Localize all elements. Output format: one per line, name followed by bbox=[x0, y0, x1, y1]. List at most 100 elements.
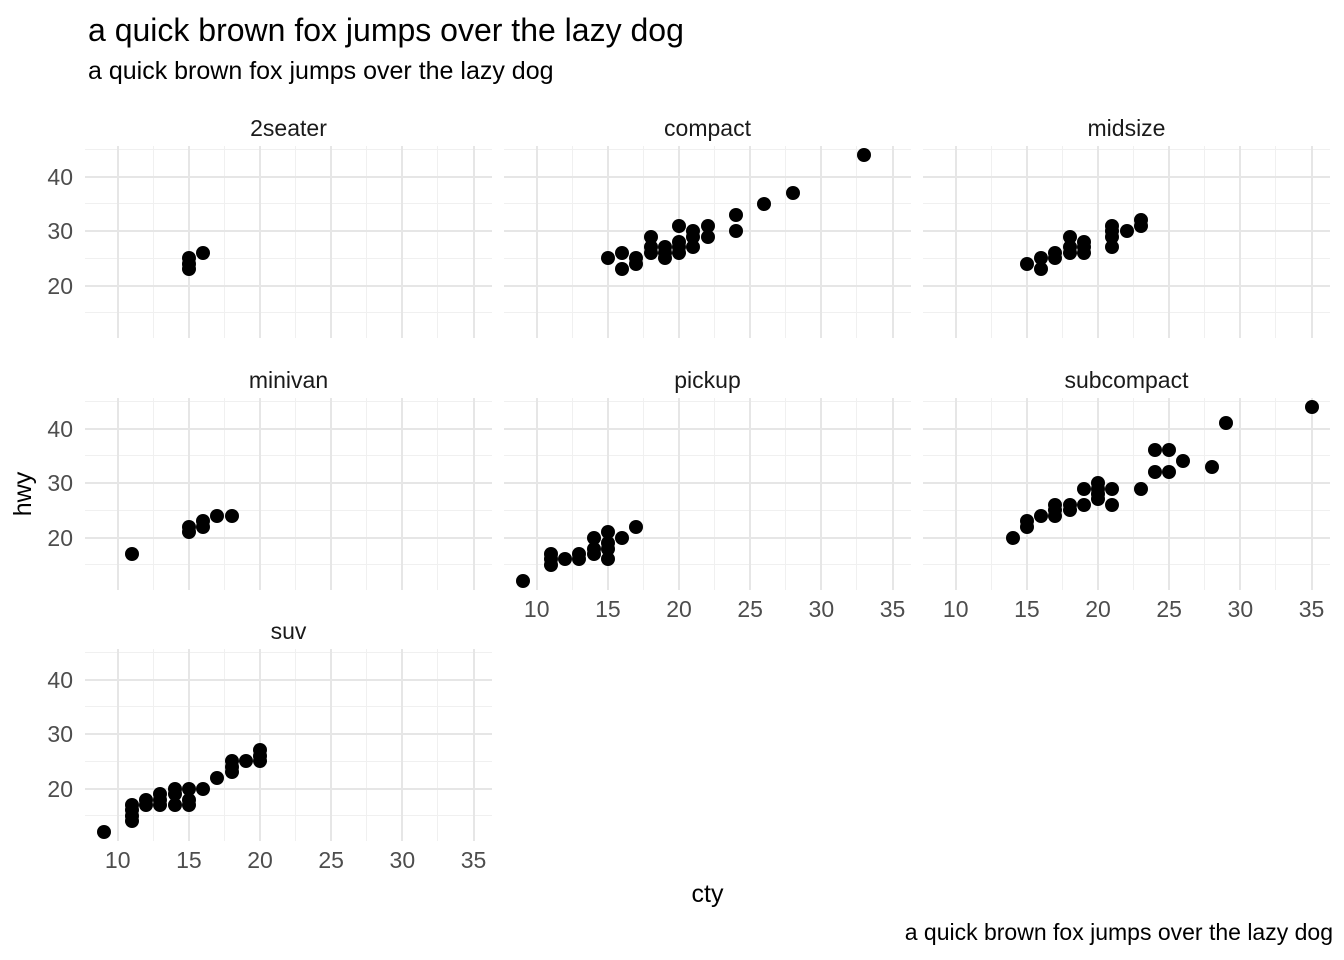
gridline-x-major bbox=[891, 398, 894, 590]
gridline-x-major bbox=[1310, 146, 1313, 338]
x-tick-label: 25 bbox=[1156, 596, 1182, 622]
data-point bbox=[96, 825, 111, 840]
data-point bbox=[543, 547, 558, 561]
data-point bbox=[728, 207, 743, 222]
gridline-y-major bbox=[923, 284, 1330, 287]
data-point bbox=[253, 743, 268, 758]
x-tick-label: 30 bbox=[808, 596, 835, 622]
facet-strip-midsize: midsize bbox=[1087, 115, 1166, 141]
gridline-x-minor bbox=[295, 146, 297, 338]
data-point bbox=[124, 798, 139, 812]
data-point bbox=[1019, 256, 1034, 271]
gridline-x-major bbox=[1239, 398, 1242, 590]
gridline-x-minor bbox=[437, 146, 439, 338]
gridline-y-major bbox=[504, 284, 911, 287]
gridline-x-minor bbox=[785, 398, 787, 590]
gridline-y-minor bbox=[923, 564, 1330, 566]
gridline-x-major bbox=[954, 398, 957, 590]
gridline-x-minor bbox=[714, 146, 716, 338]
gridline-y-minor bbox=[85, 651, 492, 653]
gridline-x-minor bbox=[223, 398, 225, 590]
facet-panel-minivan bbox=[85, 398, 492, 590]
data-point bbox=[1034, 251, 1049, 266]
gridline-y-major bbox=[923, 482, 1330, 485]
data-point bbox=[238, 754, 253, 769]
gridline-x-major bbox=[259, 146, 262, 338]
x-tick-label: 35 bbox=[460, 847, 487, 873]
data-point bbox=[700, 218, 715, 233]
data-point bbox=[1076, 481, 1091, 496]
data-point bbox=[600, 536, 615, 551]
gridline-y-minor bbox=[923, 400, 1330, 402]
gridline-y-major bbox=[504, 427, 911, 430]
gridline-x-minor bbox=[785, 146, 787, 338]
data-point bbox=[1034, 262, 1049, 277]
facet-strip-suv: suv bbox=[270, 618, 307, 644]
data-point bbox=[1176, 454, 1191, 469]
y-tick-label: 30 bbox=[47, 721, 73, 748]
gridline-x-major bbox=[330, 649, 333, 841]
gridline-x-minor bbox=[152, 649, 154, 841]
data-point bbox=[586, 530, 601, 545]
data-point bbox=[181, 251, 196, 266]
gridline-y-major bbox=[85, 536, 492, 539]
x-tick-label: 25 bbox=[318, 847, 344, 873]
data-point bbox=[657, 240, 672, 255]
x-tick-label: 30 bbox=[389, 847, 416, 873]
gridline-y-major bbox=[923, 536, 1330, 539]
data-point bbox=[615, 262, 630, 277]
gridline-x-major bbox=[401, 649, 404, 841]
gridline-x-minor bbox=[366, 398, 368, 590]
gridline-x-minor bbox=[366, 649, 368, 841]
gridline-x-minor bbox=[437, 649, 439, 841]
data-point bbox=[196, 781, 211, 796]
data-point bbox=[515, 574, 530, 589]
gridline-x-minor bbox=[1204, 146, 1206, 338]
data-point bbox=[1048, 497, 1063, 512]
gridline-x-major bbox=[401, 398, 404, 590]
x-tick-label: 15 bbox=[1014, 596, 1040, 622]
gridline-y-minor bbox=[504, 455, 911, 457]
data-point bbox=[1105, 497, 1120, 512]
data-point bbox=[196, 245, 211, 260]
gridline-x-major bbox=[472, 146, 475, 338]
data-point bbox=[785, 185, 800, 200]
gridline-y-major bbox=[85, 230, 492, 233]
data-point bbox=[700, 229, 715, 244]
data-point bbox=[728, 224, 743, 239]
gridline-y-minor bbox=[923, 455, 1330, 457]
gridline-y-minor bbox=[923, 257, 1330, 259]
plot-title: a quick brown fox jumps over the lazy do… bbox=[88, 12, 684, 48]
y-tick-label: 30 bbox=[47, 218, 73, 245]
gridline-y-minor bbox=[85, 564, 492, 566]
gridline-y-major bbox=[85, 678, 492, 681]
gridline-y-major bbox=[504, 536, 911, 539]
data-point bbox=[1219, 416, 1234, 431]
facet-panel-compact bbox=[504, 146, 911, 338]
gridline-y-minor bbox=[85, 760, 492, 762]
gridline-x-major bbox=[606, 398, 609, 590]
data-point bbox=[1091, 476, 1106, 491]
data-point bbox=[615, 245, 630, 260]
data-point bbox=[1034, 508, 1049, 523]
gridline-y-minor bbox=[504, 564, 911, 566]
data-point bbox=[600, 552, 615, 567]
gridline-x-minor bbox=[714, 398, 716, 590]
gridline-y-minor bbox=[504, 312, 911, 314]
gridline-x-major bbox=[606, 146, 609, 338]
y-tick-label: 20 bbox=[47, 272, 73, 299]
gridline-x-major bbox=[535, 146, 538, 338]
gridline-y-major bbox=[923, 175, 1330, 178]
gridline-y-major bbox=[85, 427, 492, 430]
data-point bbox=[757, 196, 772, 211]
data-point bbox=[181, 519, 196, 534]
gridline-x-minor bbox=[642, 146, 644, 338]
data-point bbox=[586, 541, 601, 556]
gridline-y-minor bbox=[923, 312, 1330, 314]
gridline-y-minor bbox=[85, 257, 492, 259]
gridline-x-major bbox=[1097, 146, 1100, 338]
data-point bbox=[1062, 497, 1077, 512]
gridline-x-minor bbox=[1133, 146, 1135, 338]
x-tick-label: 35 bbox=[879, 596, 906, 622]
x-tick-label: 20 bbox=[1085, 596, 1111, 622]
